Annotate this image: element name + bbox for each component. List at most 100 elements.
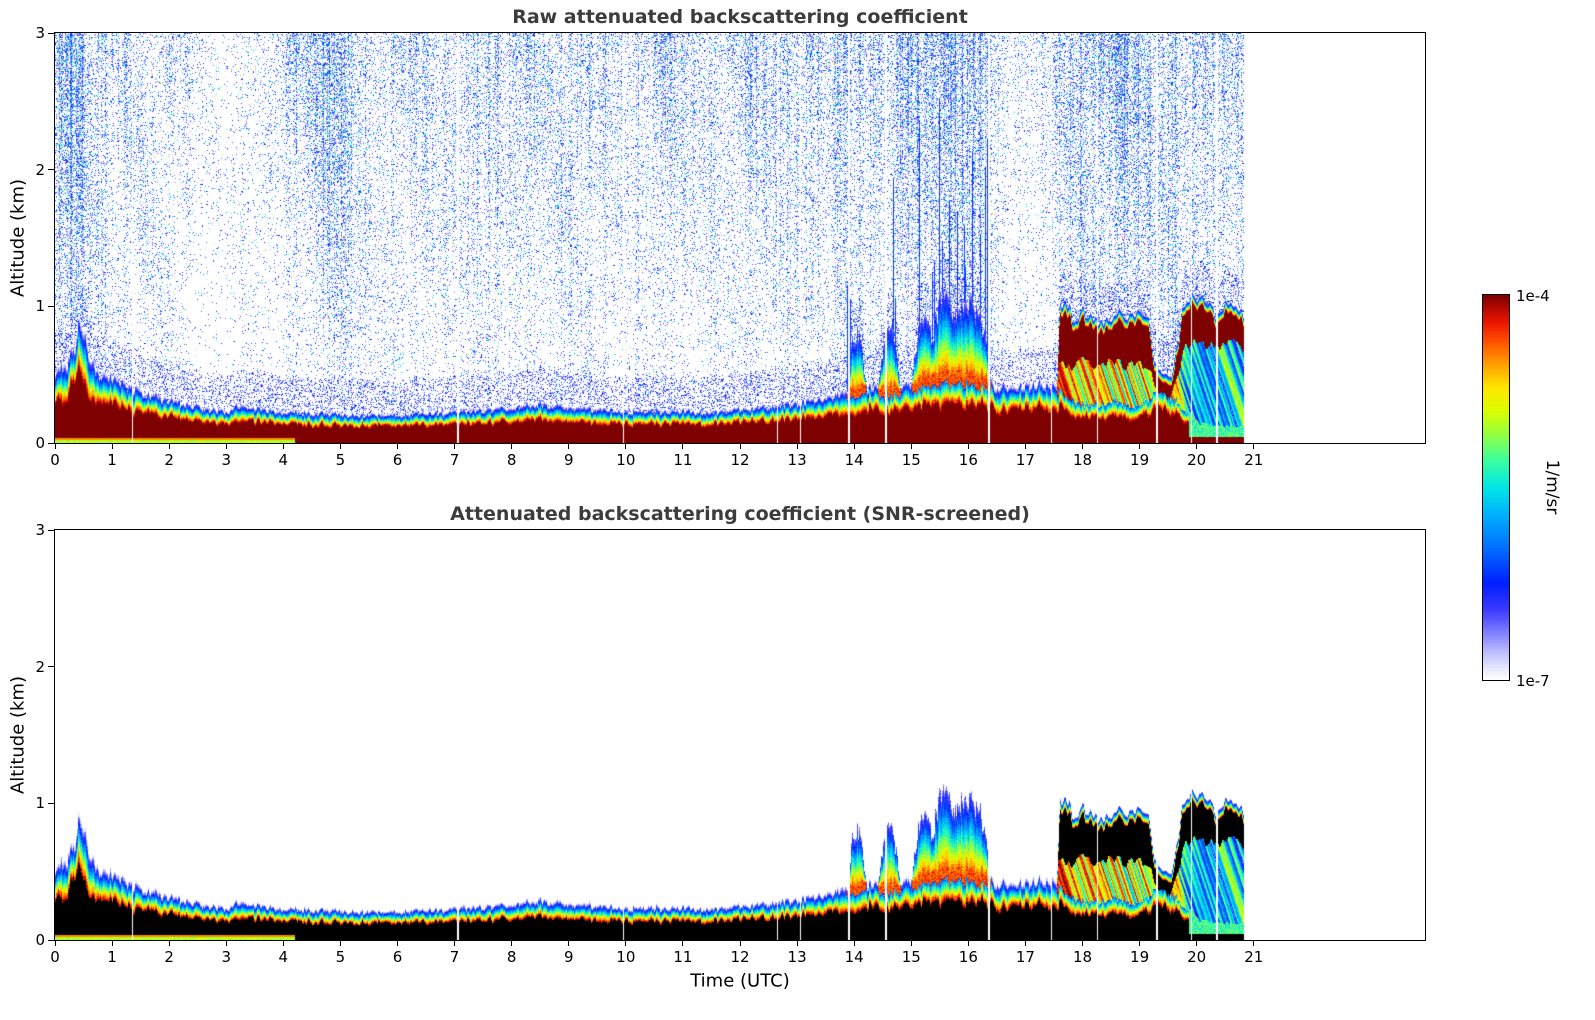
screened-backscatter-heatmap: [55, 530, 1425, 940]
x-tick-mark: [682, 444, 684, 449]
x-tick-mark: [967, 444, 969, 449]
x-tick-label: 10: [616, 948, 636, 966]
x-tick-mark: [796, 941, 798, 946]
x-tick-label: 16: [958, 948, 978, 966]
y-tick-mark: [48, 32, 54, 34]
plot1-title: Raw attenuated backscattering coefficien…: [512, 6, 968, 28]
x-tick-mark: [568, 941, 570, 946]
x-tick-label: 12: [730, 451, 750, 469]
x-tick-mark: [1024, 941, 1026, 946]
x-tick-mark: [853, 941, 855, 946]
x-tick-mark: [1196, 941, 1198, 946]
x-tick-label: 18: [1072, 451, 1093, 469]
x-tick-mark: [853, 444, 855, 449]
x-tick-label: 10: [616, 451, 636, 469]
x-tick-label: 13: [787, 948, 807, 966]
colorbar-min-label: 1e-7: [1516, 672, 1550, 690]
x-tick-mark: [454, 444, 456, 449]
plot2-title: Attenuated backscattering coefficient (S…: [450, 503, 1030, 525]
x-tick-mark: [511, 941, 513, 946]
x-tick-label: 14: [844, 451, 864, 469]
x-axis-label: Time (UTC): [690, 970, 790, 992]
x-tick-mark: [511, 444, 513, 449]
x-tick-mark: [282, 941, 284, 946]
x-tick-mark: [682, 941, 684, 946]
x-tick-label: 20: [1187, 451, 1207, 469]
plot2-y-axis-label: Altitude (km): [7, 675, 29, 795]
x-tick-label: 15: [901, 451, 921, 469]
x-tick-label: 12: [730, 948, 750, 966]
y-tick-label: 3: [35, 24, 45, 42]
x-tick-label: 1: [107, 948, 117, 966]
x-tick-label: 20: [1187, 948, 1207, 966]
x-tick-mark: [339, 444, 341, 449]
colorbar-unit-label: 1/m/sr: [1542, 459, 1562, 515]
x-tick-mark: [397, 444, 398, 449]
x-tick-mark: [225, 444, 227, 449]
x-tick-mark: [967, 941, 969, 946]
y-tick-label: 0: [35, 434, 45, 452]
x-tick-mark: [454, 941, 456, 946]
x-tick-label: 9: [563, 948, 574, 966]
x-tick-label: 7: [449, 948, 460, 966]
x-tick-mark: [739, 444, 741, 449]
x-tick-label: 7: [449, 451, 460, 469]
y-tick-mark: [48, 442, 54, 444]
y-tick-label: 0: [35, 931, 45, 949]
x-tick-mark: [168, 941, 170, 946]
x-tick-label: 6: [392, 948, 403, 966]
x-tick-mark: [1196, 444, 1198, 449]
x-tick-label: 21: [1244, 451, 1264, 469]
y-tick-label: 3: [35, 521, 45, 539]
x-tick-label: 8: [506, 948, 517, 966]
x-tick-mark: [339, 941, 341, 946]
x-tick-label: 0: [50, 451, 60, 469]
raw-backscatter-heatmap: [55, 33, 1425, 443]
x-tick-mark: [625, 941, 627, 946]
x-tick-label: 4: [278, 451, 289, 469]
x-tick-mark: [111, 941, 113, 946]
y-tick-label: 2: [35, 160, 45, 179]
x-tick-label: 1: [107, 451, 117, 469]
x-tick-label: 0: [50, 948, 60, 966]
x-tick-mark: [54, 444, 56, 449]
x-tick-label: 2: [164, 451, 174, 469]
x-tick-label: 11: [673, 948, 693, 966]
x-tick-mark: [168, 444, 170, 449]
x-tick-mark: [1253, 941, 1255, 946]
x-tick-mark: [1139, 444, 1141, 449]
x-tick-mark: [1253, 444, 1255, 449]
x-tick-mark: [1082, 444, 1083, 449]
x-tick-label: 21: [1244, 948, 1264, 966]
y-tick-label: 1: [35, 297, 45, 316]
x-tick-mark: [910, 941, 912, 946]
x-tick-mark: [225, 941, 227, 946]
x-tick-label: 19: [1130, 948, 1150, 966]
x-tick-label: 5: [335, 451, 346, 469]
colorbar-max-label: 1e-4: [1516, 287, 1550, 305]
y-tick-mark: [48, 939, 54, 941]
x-tick-label: 4: [278, 948, 289, 966]
x-tick-mark: [739, 941, 741, 946]
x-tick-mark: [1024, 444, 1026, 449]
y-tick-mark: [48, 666, 54, 668]
x-tick-mark: [282, 444, 284, 449]
plot1-y-axis-label: Altitude (km): [7, 178, 29, 298]
x-tick-label: 19: [1130, 451, 1150, 469]
x-tick-label: 6: [392, 451, 403, 469]
colorbar-gradient: [1483, 295, 1509, 680]
x-tick-mark: [111, 444, 113, 449]
x-tick-mark: [568, 444, 570, 449]
x-tick-label: 17: [1015, 451, 1035, 469]
x-tick-label: 9: [563, 451, 574, 469]
x-tick-mark: [397, 941, 398, 946]
x-tick-mark: [625, 444, 627, 449]
y-tick-mark: [48, 169, 54, 171]
y-tick-label: 2: [35, 657, 45, 676]
x-tick-label: 17: [1015, 948, 1035, 966]
y-tick-mark: [48, 529, 54, 531]
x-tick-label: 3: [221, 948, 232, 966]
x-tick-mark: [1139, 941, 1141, 946]
y-tick-label: 1: [35, 794, 45, 813]
